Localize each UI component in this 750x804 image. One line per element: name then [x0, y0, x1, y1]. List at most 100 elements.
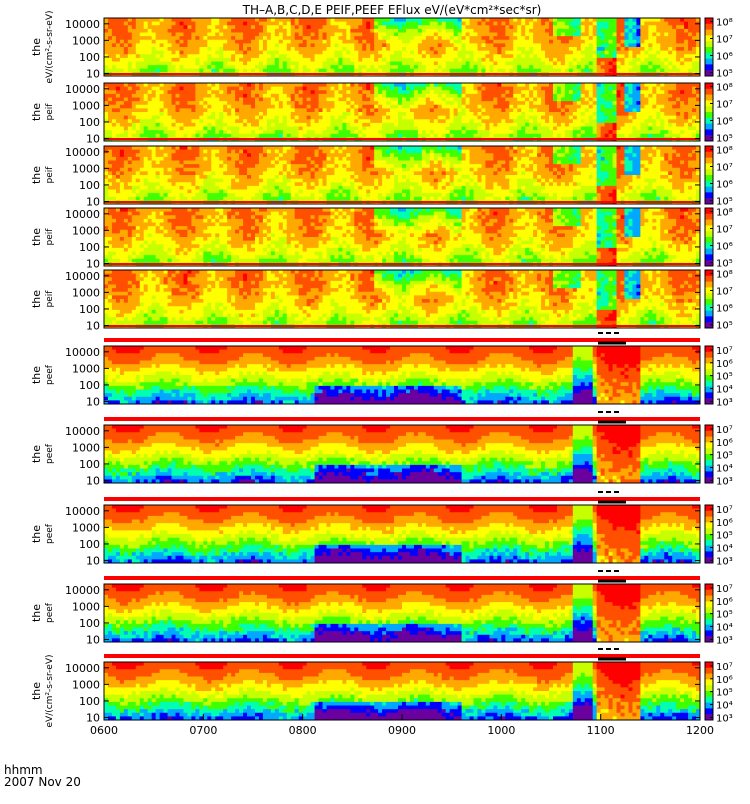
heatmap-cell [362, 116, 366, 120]
heatmap-cell [652, 36, 656, 40]
heatmap-cell [668, 58, 672, 62]
heatmap-cell [414, 51, 418, 55]
heatmap-cell [489, 127, 493, 131]
heatmap-cell [418, 33, 422, 37]
heatmap-cell [239, 94, 243, 98]
heatmap-cell [323, 130, 327, 134]
heatmap-cell [323, 105, 327, 109]
heatmap-cell [692, 130, 696, 134]
heatmap-cell [116, 62, 120, 66]
heatmap-cell [176, 101, 180, 105]
heatmap-cell [549, 33, 553, 37]
heatmap-cell [529, 112, 533, 116]
heatmap-cell [223, 47, 227, 51]
heatmap-cell [621, 58, 625, 62]
heatmap-cell [128, 134, 132, 138]
heatmap-cell [668, 87, 672, 91]
heatmap-cell [569, 25, 573, 29]
heatmap-cell [267, 101, 271, 105]
heatmap-cell [505, 65, 509, 69]
heatmap-cell [398, 29, 402, 33]
heatmap-cell [219, 18, 223, 22]
heatmap-cell [577, 116, 581, 120]
heatmap-cell [442, 116, 446, 120]
heatmap-cell [398, 40, 402, 44]
heatmap-cell [342, 29, 346, 33]
heatmap-cell [164, 127, 168, 131]
heatmap-cell [211, 98, 215, 102]
heatmap-cell [128, 87, 132, 91]
heatmap-cell [203, 18, 207, 22]
heatmap-cell [128, 43, 132, 47]
heatmap-cell [601, 54, 605, 58]
heatmap-cell [156, 58, 160, 62]
heatmap-cell [311, 94, 315, 98]
heatmap-cell [128, 62, 132, 66]
heatmap-cell [489, 18, 493, 22]
heatmap-cell [489, 36, 493, 40]
heatmap-cell [319, 123, 323, 127]
heatmap-cell [406, 47, 410, 51]
heatmap-cell [406, 116, 410, 120]
heatmap-cell [597, 47, 601, 51]
heatmap-cell [557, 43, 561, 47]
heatmap-cell [505, 54, 509, 58]
heatmap-cell [549, 90, 553, 94]
heatmap-cell [545, 90, 549, 94]
heatmap-cell [132, 157, 136, 161]
heatmap-cell [283, 65, 287, 69]
heatmap-cell [132, 105, 136, 109]
heatmap-cell [315, 69, 319, 73]
heatmap-cell [485, 54, 489, 58]
heatmap-cell [176, 83, 180, 87]
heatmap-cell [370, 130, 374, 134]
heatmap-cell [442, 98, 446, 102]
heatmap-cell [311, 83, 315, 87]
heatmap-cell [132, 127, 136, 131]
heatmap-cell [303, 18, 307, 22]
heatmap-cell [203, 51, 207, 55]
heatmap-cell [585, 47, 589, 51]
heatmap-cell [430, 119, 434, 123]
heatmap-cell [104, 94, 108, 98]
heatmap-cell [676, 134, 680, 138]
heatmap-cell [680, 94, 684, 98]
heatmap-cell [378, 69, 382, 73]
heatmap-cell [227, 58, 231, 62]
heatmap-cell [267, 127, 271, 131]
heatmap-cell [481, 33, 485, 37]
heatmap-cell [120, 69, 124, 73]
heatmap-cell [243, 22, 247, 26]
heatmap-cell [573, 101, 577, 105]
heatmap-cell [549, 87, 553, 91]
heatmap-cell [164, 87, 168, 91]
heatmap-cell [243, 62, 247, 66]
heatmap-cell [172, 101, 176, 105]
heatmap-cell [426, 58, 430, 62]
heatmap-cell [136, 22, 140, 26]
heatmap-cell [255, 87, 259, 91]
heatmap-cell [303, 94, 307, 98]
heatmap-cell [346, 47, 350, 51]
colorbar-band [705, 124, 713, 130]
heatmap-cell [104, 43, 108, 47]
heatmap-cell [601, 58, 605, 62]
heatmap-cell [199, 36, 203, 40]
heatmap-cell [621, 36, 625, 40]
heatmap-cell [601, 116, 605, 120]
heatmap-cell [458, 18, 462, 22]
heatmap-cell [565, 33, 569, 37]
heatmap-cell [291, 94, 295, 98]
heatmap-cell [497, 25, 501, 29]
heatmap-cell [589, 101, 593, 105]
heatmap-cell [422, 40, 426, 44]
heatmap-cell [263, 130, 267, 134]
heatmap-cell [342, 105, 346, 109]
heatmap-cell [330, 116, 334, 120]
heatmap-cell [692, 29, 696, 33]
heatmap-cell [652, 51, 656, 55]
heatmap-cell [156, 47, 160, 51]
heatmap-cell [525, 134, 529, 138]
y-tick-label: 1000 [72, 34, 100, 47]
heatmap-cell [199, 112, 203, 116]
